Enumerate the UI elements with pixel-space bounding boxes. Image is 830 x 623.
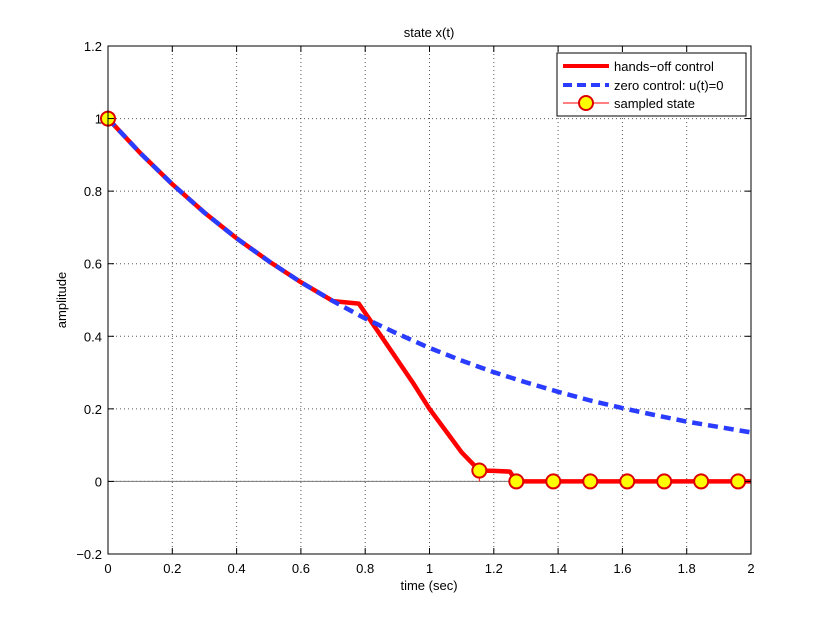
x-tick-label: 1.2: [485, 561, 503, 576]
chart-title: state x(t): [404, 25, 455, 40]
y-axis-ticks: −0.2 0 0.2 0.4 0.6 0.8 1 1.2: [76, 39, 751, 562]
y-tick-label: −0.2: [76, 547, 102, 562]
sampled-point: [656, 473, 673, 490]
plot-series: [100, 110, 752, 490]
sampled-point: [730, 473, 747, 490]
y-tick-label: 0.8: [84, 184, 102, 199]
x-axis-label: time (sec): [400, 578, 457, 593]
x-tick-label: 1.6: [613, 561, 631, 576]
x-tick-label: 0.4: [228, 561, 246, 576]
y-axis-label: amplitude: [54, 272, 69, 328]
legend-label-hands-off: hands−off control: [614, 59, 714, 74]
x-tick-label: 1: [426, 561, 433, 576]
y-tick-label: 1: [95, 112, 102, 127]
x-tick-label: 0.6: [292, 561, 310, 576]
y-tick-label: 0.2: [84, 402, 102, 417]
sampled-point: [508, 473, 525, 490]
x-tick-label: 0.8: [356, 561, 374, 576]
sampled-point: [545, 473, 562, 490]
y-tick-label: 0: [95, 474, 102, 489]
legend: hands−off control zero control: u(t)=0 s…: [556, 52, 747, 117]
x-tick-label: 1.8: [678, 561, 696, 576]
x-tick-label: 0: [104, 561, 111, 576]
series-line-zero-control: [106, 117, 752, 435]
sampled-point: [693, 473, 710, 490]
x-axis-ticks: 0 0.2 0.4 0.6 0.8 1 1.2 1.4 1.6 1.8 2: [104, 46, 755, 576]
sampled-point: [582, 473, 599, 490]
sampled-point: [471, 462, 488, 479]
series-line-hands-off: [106, 117, 751, 484]
legend-label-zero-control: zero control: u(t)=0: [614, 78, 723, 93]
legend-label-sampled-state: sampled state: [614, 96, 695, 111]
y-tick-label: 1.2: [84, 39, 102, 54]
x-tick-label: 1.4: [549, 561, 567, 576]
grid-lines: [108, 46, 751, 554]
sampled-point: [619, 473, 636, 490]
legend-swatch-sampled-marker: [578, 95, 594, 111]
x-tick-label: 2: [747, 561, 754, 576]
y-tick-label: 0.4: [84, 329, 102, 344]
y-tick-label: 0.6: [84, 257, 102, 272]
x-tick-label: 0.2: [163, 561, 181, 576]
